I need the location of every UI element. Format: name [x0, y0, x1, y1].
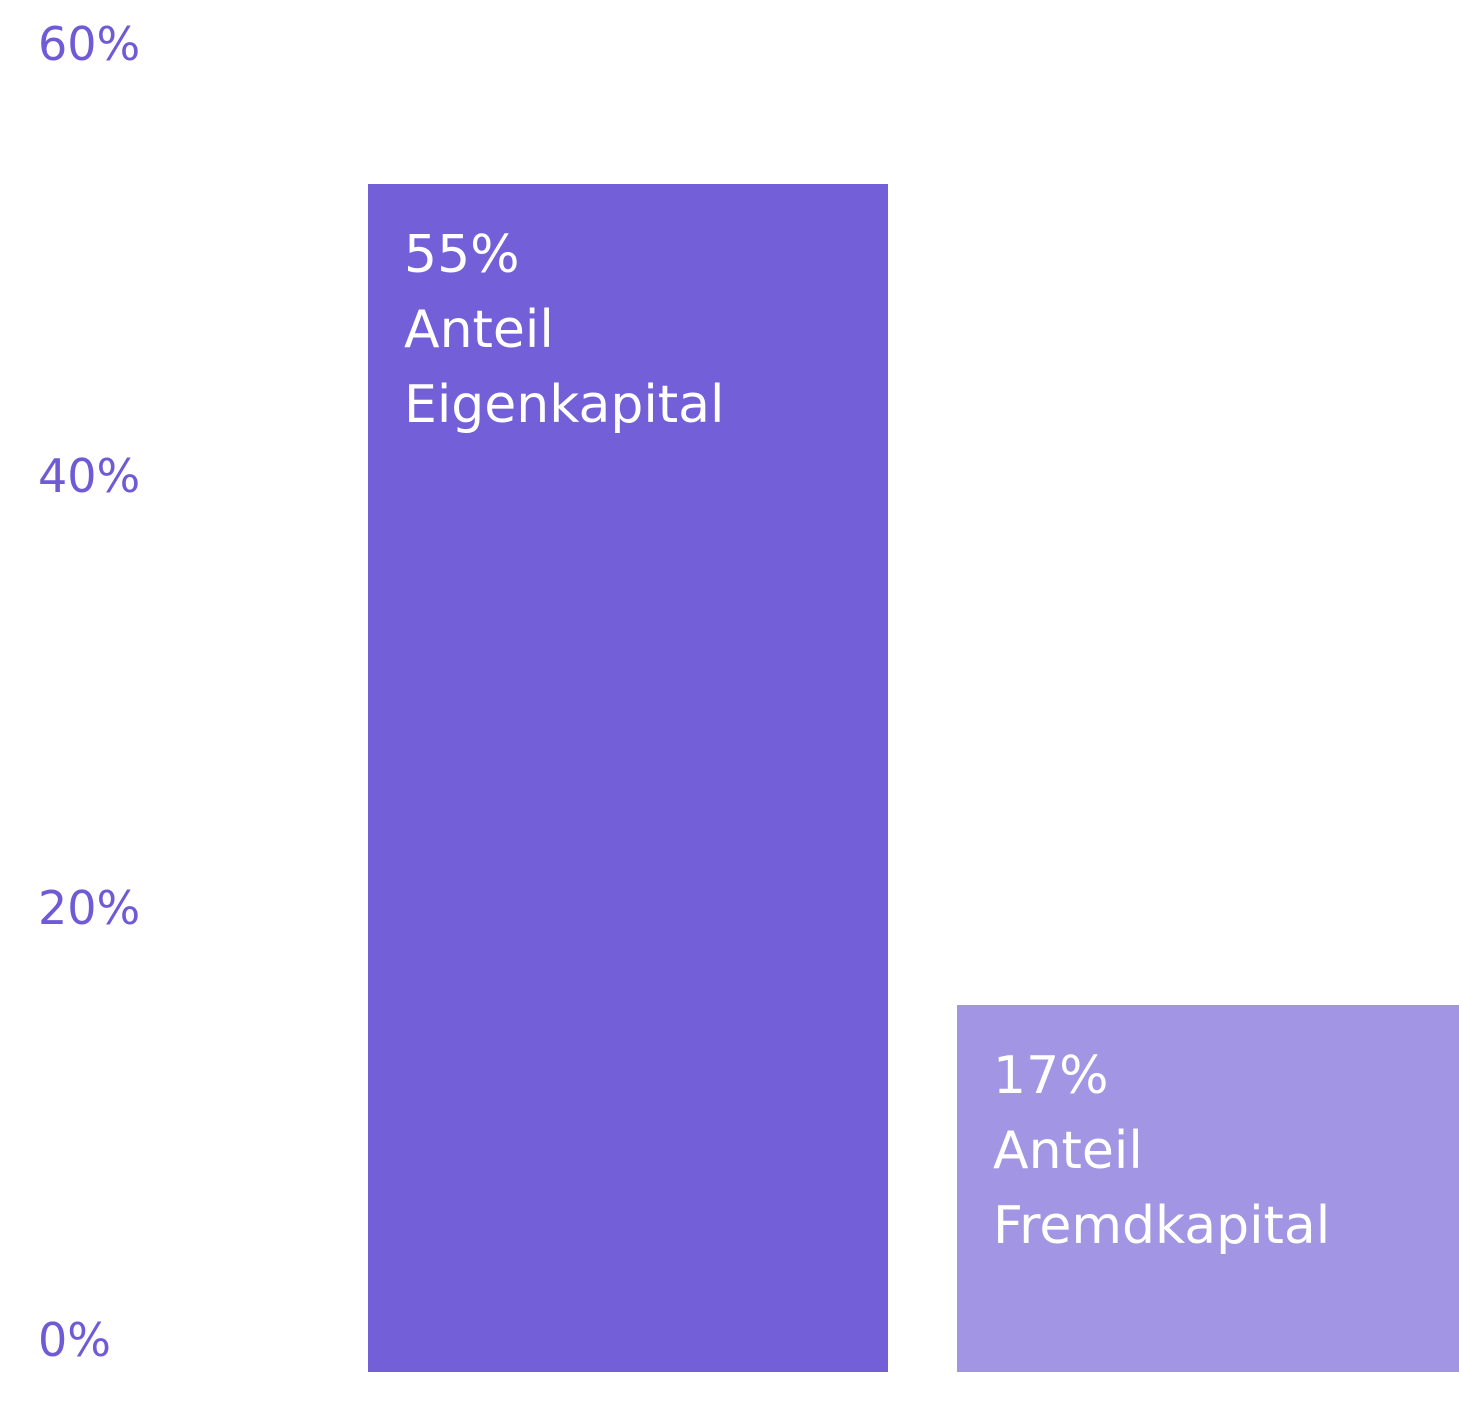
y-tick-label: 40% — [38, 449, 141, 503]
value-label: 17% — [993, 1045, 1109, 1106]
y-tick-label: 20% — [38, 881, 141, 935]
category-label: Anteil Eigenkapital — [404, 300, 725, 435]
bar: 55% Anteil Eigenkapital — [368, 184, 888, 1372]
category-label: Anteil Fremdkapital — [993, 1120, 1331, 1256]
value-label: 55% — [404, 225, 520, 285]
y-tick-label: 0% — [38, 1313, 111, 1367]
y-tick-label: 60% — [38, 17, 141, 71]
bar: 17% Anteil Fremdkapital — [957, 1004, 1459, 1372]
